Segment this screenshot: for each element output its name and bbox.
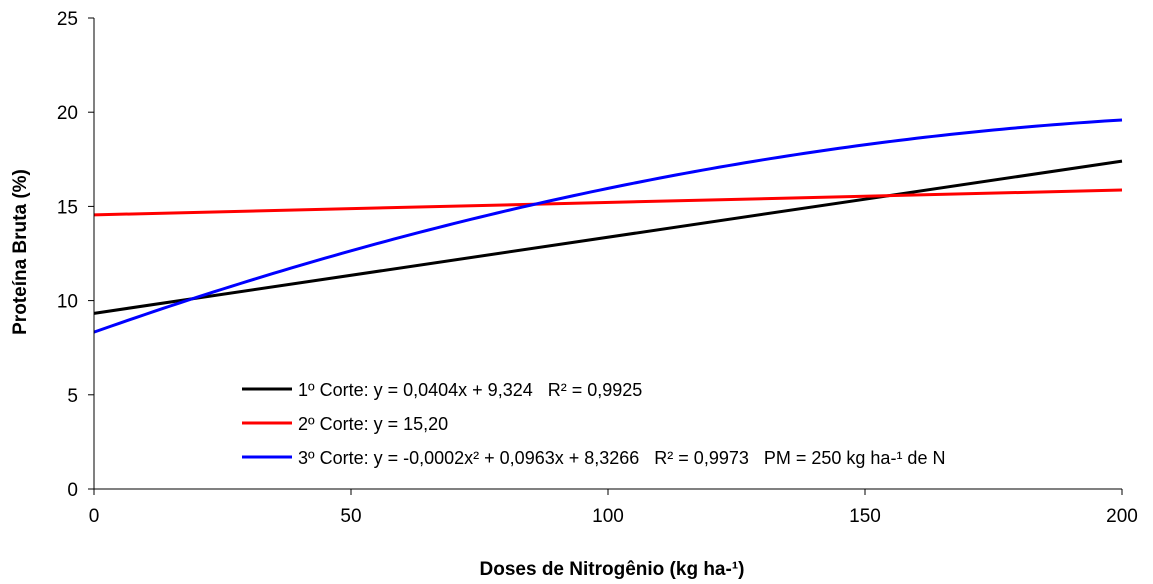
y-tick-label: 20 [57,103,78,124]
y-tick-label: 15 [57,197,78,218]
legend-label-1: 1º Corte: y = 0,0404x + 9,324 R² = 0,992… [298,380,642,400]
x-tick-label: 200 [1106,506,1138,527]
y-tick-label: 25 [57,9,78,30]
y-tick-label: 5 [67,386,78,407]
x-tick-label: 150 [849,506,881,527]
x-tick-label: 50 [340,506,361,527]
x-tick-label: 0 [89,506,100,527]
y-axis-title: Proteína Bruta (%) [10,169,31,335]
plot-area: 0 5 10 15 20 25 0 50 100 150 200 [57,9,1138,527]
y-axis-ticks: 0 5 10 15 20 25 [57,9,94,501]
series-line-1 [93,159,1123,315]
series-line-3 [93,118,1123,334]
y-tick-label: 10 [57,292,78,313]
legend: 1º Corte: y = 0,0404x + 9,324 R² = 0,992… [242,380,945,468]
x-axis-ticks: 0 50 100 150 200 [89,489,1138,527]
legend-label-2: 2º Corte: y = 15,20 [298,414,448,434]
y-tick-label: 0 [67,480,78,501]
series-line-2 [93,188,1123,217]
series-layer [93,118,1123,334]
legend-label-3: 3º Corte: y = -0,0002x² + 0,0963x + 8,32… [298,448,945,468]
x-tick-label: 100 [592,506,624,527]
x-axis-title: Doses de Nitrogênio (kg ha-¹) [480,559,745,580]
